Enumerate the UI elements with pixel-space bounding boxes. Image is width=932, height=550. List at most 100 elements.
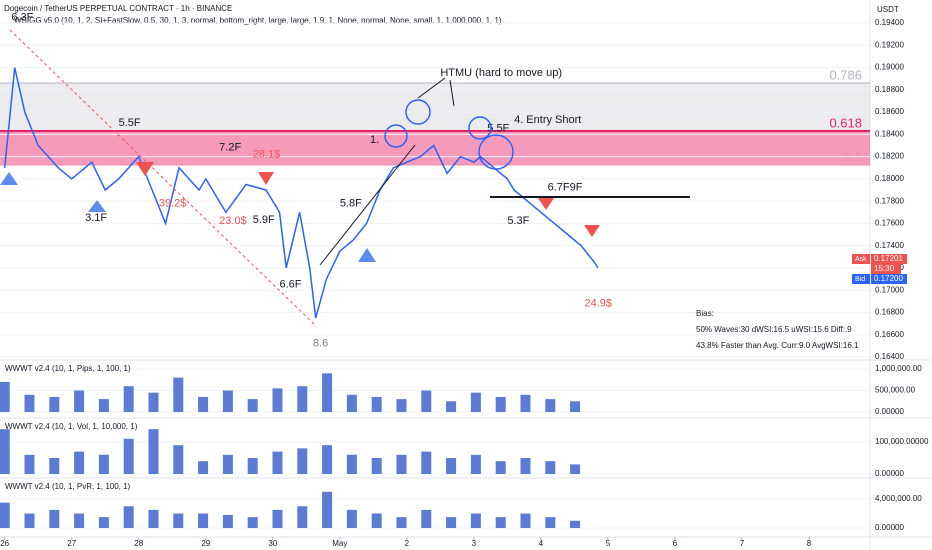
y-tick-label: 0.17400 xyxy=(875,241,904,250)
annotation: 23.0$ xyxy=(219,215,247,227)
volume-bar xyxy=(222,454,233,474)
volume-bar xyxy=(346,454,357,474)
volume-bar xyxy=(24,394,35,413)
volume-bar xyxy=(49,396,60,413)
annotation: 7.2F xyxy=(219,142,241,154)
y-tick-label: 100,000.00000 xyxy=(875,437,929,446)
bid-tag xyxy=(852,274,870,284)
volume-bar xyxy=(173,513,184,529)
volume-bar xyxy=(24,454,35,474)
volume-bar xyxy=(470,454,481,474)
annotation: 6.6F xyxy=(279,279,301,291)
volume-bar xyxy=(272,388,283,413)
trend-line xyxy=(319,144,416,266)
volume-bar xyxy=(495,396,506,413)
time-label: 15:30 xyxy=(874,264,895,273)
volume-bar xyxy=(148,509,159,529)
x-tick-label: 6 xyxy=(673,539,678,548)
volume-bar xyxy=(446,517,457,529)
volume-bar xyxy=(198,396,209,413)
ask-price: 0.17201 xyxy=(874,254,903,263)
annotation: 4. Entry Short xyxy=(514,114,581,126)
volume-bar xyxy=(74,390,85,413)
y-tick-label: 0.16400 xyxy=(875,352,904,361)
volume-bar xyxy=(98,399,109,413)
bid-label: Bid xyxy=(855,276,865,283)
volume-bar xyxy=(297,448,308,474)
bias-line: 43.8% Faster than Avg. Curr:9.0 AvgWSI:1… xyxy=(696,341,859,350)
indicator-label: WSIGG v5.0 (10, 1, 2, SI+FastSlow, 0.5, … xyxy=(14,16,502,25)
volume-bar xyxy=(24,513,35,529)
volume-bar xyxy=(247,517,258,529)
signal-up xyxy=(88,200,106,212)
price-line xyxy=(3,67,599,319)
x-tick-label: 4 xyxy=(539,539,544,548)
panel-title: WWWT v2.4 (10, 1, Vol, 1, 10,000, 1) xyxy=(5,422,138,431)
fib-label: 0.618 xyxy=(829,115,862,130)
volume-bar xyxy=(470,392,481,413)
volume-bar xyxy=(421,451,432,474)
volume-bar xyxy=(446,458,457,474)
volume-bar xyxy=(98,454,109,474)
y-tick-label: 0.17600 xyxy=(875,219,904,228)
volume-bar xyxy=(272,509,283,529)
volume-bar xyxy=(222,514,233,529)
unit-label: USDT xyxy=(877,5,899,14)
volume-bar xyxy=(470,513,481,529)
x-tick-label: 29 xyxy=(201,539,210,548)
volume-bar xyxy=(545,517,556,529)
annotation: 3.1F xyxy=(85,212,107,224)
volume-bar xyxy=(396,517,407,529)
bias-line: 50% Waves:30 dWSI:16.5 uWSI:15.6 Diff:.9 xyxy=(696,325,852,334)
volume-bar xyxy=(421,509,432,529)
y-tick-label: 1,000,000.00 xyxy=(875,364,922,373)
bid-price: 0.17200 xyxy=(874,274,903,283)
x-tick-label: 3 xyxy=(472,539,477,548)
circle xyxy=(405,99,431,125)
volume-bar xyxy=(123,506,134,529)
y-tick-label: 0.19200 xyxy=(875,40,904,49)
annotation: HTMU (hard to move up) xyxy=(440,67,562,79)
volume-bar xyxy=(49,509,60,529)
volume-bar xyxy=(74,513,85,529)
signal-up xyxy=(0,172,18,185)
bias-line: Bias: xyxy=(696,309,714,318)
volume-bar xyxy=(520,513,531,529)
volume-bar xyxy=(396,399,407,413)
signal-down xyxy=(538,198,554,210)
y-tick-label: 0.16600 xyxy=(875,330,904,339)
trend-line xyxy=(9,29,316,326)
volume-bar xyxy=(0,429,10,474)
y-tick-label: 0.00000 xyxy=(875,407,904,416)
arrow xyxy=(417,77,455,107)
volume-bar xyxy=(371,396,382,413)
volume-bar xyxy=(421,390,432,413)
ask-price-tag xyxy=(871,254,907,264)
y-tick-label: 0.17800 xyxy=(875,196,904,205)
volume-bar xyxy=(49,458,60,474)
volume-bar xyxy=(570,464,581,474)
volume-bar xyxy=(346,394,357,413)
annotation: 6.3F xyxy=(11,11,33,23)
volume-bar xyxy=(222,390,233,413)
x-tick-label: 8 xyxy=(807,539,812,548)
y-tick-label: 0.18000 xyxy=(875,174,904,183)
volume-bar xyxy=(198,513,209,529)
fib-label: 0.786 xyxy=(829,67,862,82)
volume-bar xyxy=(272,451,283,474)
volume-bar xyxy=(297,506,308,529)
volume-bar xyxy=(198,461,209,474)
drawings xyxy=(0,29,690,326)
bid-price-tag xyxy=(871,274,907,284)
volume-bar xyxy=(396,454,407,474)
x-tick-label: 27 xyxy=(67,539,76,548)
y-tick-label: 500,000.00 xyxy=(875,386,916,395)
y-tick-label: 0.18200 xyxy=(875,152,904,161)
volume-bar xyxy=(520,394,531,413)
volume-bar xyxy=(322,373,333,413)
volume-bar xyxy=(322,491,333,529)
annotation: 6.7F9F xyxy=(548,182,583,194)
